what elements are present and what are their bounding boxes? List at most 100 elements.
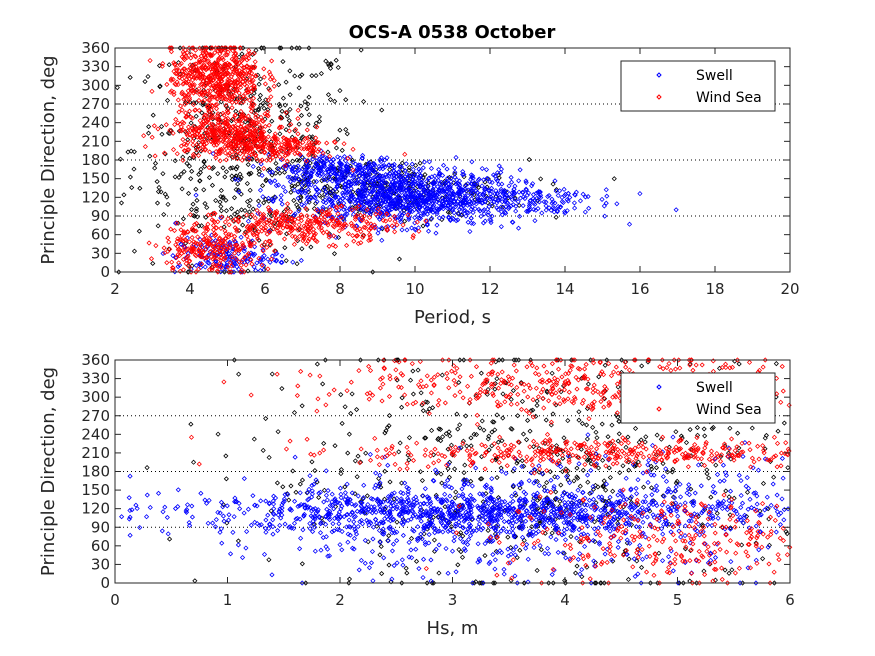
point-swell xyxy=(278,192,284,199)
point-swell xyxy=(304,199,310,205)
point-all xyxy=(255,198,262,204)
point-swell xyxy=(318,165,324,171)
point-swell xyxy=(462,199,469,205)
point-all xyxy=(327,97,334,103)
point-swell xyxy=(410,166,416,173)
point-all xyxy=(159,131,165,137)
point-all xyxy=(220,194,226,200)
point-swell xyxy=(339,172,345,178)
point-swell xyxy=(333,171,340,178)
point-all xyxy=(238,174,244,180)
point-swell xyxy=(384,188,390,194)
point-swell xyxy=(448,179,454,185)
point-all xyxy=(256,97,263,103)
point-swell xyxy=(523,180,529,186)
point-all xyxy=(202,201,208,207)
point-all xyxy=(287,92,293,98)
point-swell xyxy=(432,177,438,183)
point-all xyxy=(406,167,412,173)
point-all xyxy=(331,251,338,257)
point-all xyxy=(242,207,248,214)
point-all xyxy=(335,64,341,71)
point-swell xyxy=(491,199,497,205)
point-all xyxy=(247,187,253,193)
point-swell xyxy=(366,160,372,166)
point-swell xyxy=(474,189,480,195)
point-swell xyxy=(422,200,428,206)
point-swell xyxy=(404,227,410,233)
point-swell xyxy=(305,165,311,171)
point-all xyxy=(197,178,203,184)
point-all xyxy=(218,99,224,105)
point-swell xyxy=(321,164,327,170)
point-swell xyxy=(320,199,326,205)
point-swell xyxy=(269,169,275,175)
point-all xyxy=(158,123,165,130)
point-swell xyxy=(407,201,413,208)
point-swell xyxy=(371,183,377,189)
point-swell xyxy=(357,217,363,223)
point-all xyxy=(333,57,339,63)
point-all xyxy=(328,61,334,67)
point-swell xyxy=(481,190,487,196)
point-swell xyxy=(257,187,263,193)
point-swell xyxy=(402,191,408,198)
point-swell xyxy=(378,201,384,207)
point-all xyxy=(277,131,283,137)
point-all xyxy=(157,83,163,89)
point-swell xyxy=(413,196,419,202)
point-all xyxy=(125,149,131,155)
point-swell xyxy=(375,214,381,220)
point-all xyxy=(279,108,285,114)
point-swell xyxy=(506,204,512,210)
point-swell xyxy=(387,185,393,191)
point-all xyxy=(147,153,153,159)
point-all xyxy=(193,208,199,214)
point-all xyxy=(156,63,163,69)
point-all xyxy=(188,206,195,213)
point-swell xyxy=(350,172,357,178)
point-swell xyxy=(375,204,381,211)
point-swell xyxy=(529,183,535,189)
point-swell xyxy=(278,197,284,203)
point-all xyxy=(312,123,318,129)
point-all xyxy=(269,118,275,124)
point-all xyxy=(142,79,148,85)
point-swell xyxy=(424,222,430,228)
point-swell xyxy=(439,195,445,201)
point-swell xyxy=(327,162,334,168)
point-swell xyxy=(375,230,381,236)
y-tick-label: 0 xyxy=(100,263,110,281)
point-swell xyxy=(256,203,262,209)
point-swell xyxy=(451,199,457,205)
point-all xyxy=(283,79,289,85)
point-swell xyxy=(381,157,388,163)
point-all xyxy=(282,102,288,108)
point-swell xyxy=(399,179,405,185)
point-swell xyxy=(440,162,447,168)
point-all xyxy=(222,174,228,180)
point-swell xyxy=(340,174,346,180)
point-swell xyxy=(489,213,495,219)
point-swell xyxy=(393,202,399,208)
point-swell xyxy=(295,195,301,201)
point-swell xyxy=(436,215,442,221)
x-tick-label: 12 xyxy=(480,280,499,298)
point-swell xyxy=(268,197,275,203)
point-swell xyxy=(430,186,436,192)
point-swell xyxy=(343,164,350,170)
point-swell xyxy=(530,181,536,187)
point-swell xyxy=(281,163,287,169)
point-swell xyxy=(331,167,337,173)
point-all xyxy=(343,97,349,103)
point-all xyxy=(308,244,314,250)
point-all xyxy=(325,149,331,155)
point-swell xyxy=(419,195,425,201)
point-all xyxy=(145,73,151,80)
point-swell xyxy=(396,184,402,190)
point-all xyxy=(234,155,240,161)
point-swell xyxy=(306,196,313,203)
point-all xyxy=(246,171,252,177)
point-all xyxy=(306,112,312,118)
y-tick-label: 240 xyxy=(81,114,110,132)
